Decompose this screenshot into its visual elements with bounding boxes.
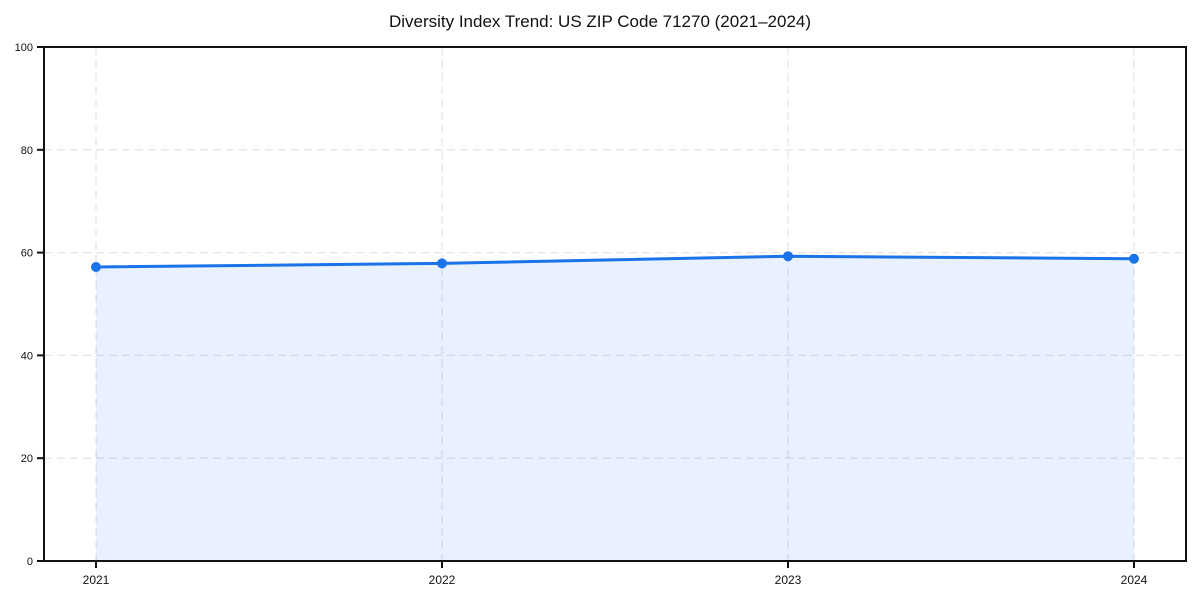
y-tick-label: 20 <box>21 453 33 465</box>
x-tick-label: 2024 <box>1121 573 1148 587</box>
data-point-2021 <box>91 261 101 272</box>
data-point-2023 <box>783 251 793 262</box>
axes-frame <box>43 46 1187 562</box>
y-tick-label: 80 <box>21 145 33 157</box>
x-tick-label: 2023 <box>775 573 802 587</box>
y-tick-label: 100 <box>15 42 33 54</box>
y-tick-label: 0 <box>27 556 33 568</box>
y-tick-label: 40 <box>21 350 33 362</box>
data-point-2024 <box>1129 253 1139 264</box>
x-tick-label: 2021 <box>83 573 110 587</box>
x-tick-label: 2022 <box>429 573 456 587</box>
chart-title: Diversity Index Trend: US ZIP Code 71270… <box>388 12 812 31</box>
area-fill <box>96 256 1134 561</box>
data-point-2022 <box>437 258 447 269</box>
trend-line <box>94 254 1136 269</box>
y-tick-label: 60 <box>21 248 33 260</box>
